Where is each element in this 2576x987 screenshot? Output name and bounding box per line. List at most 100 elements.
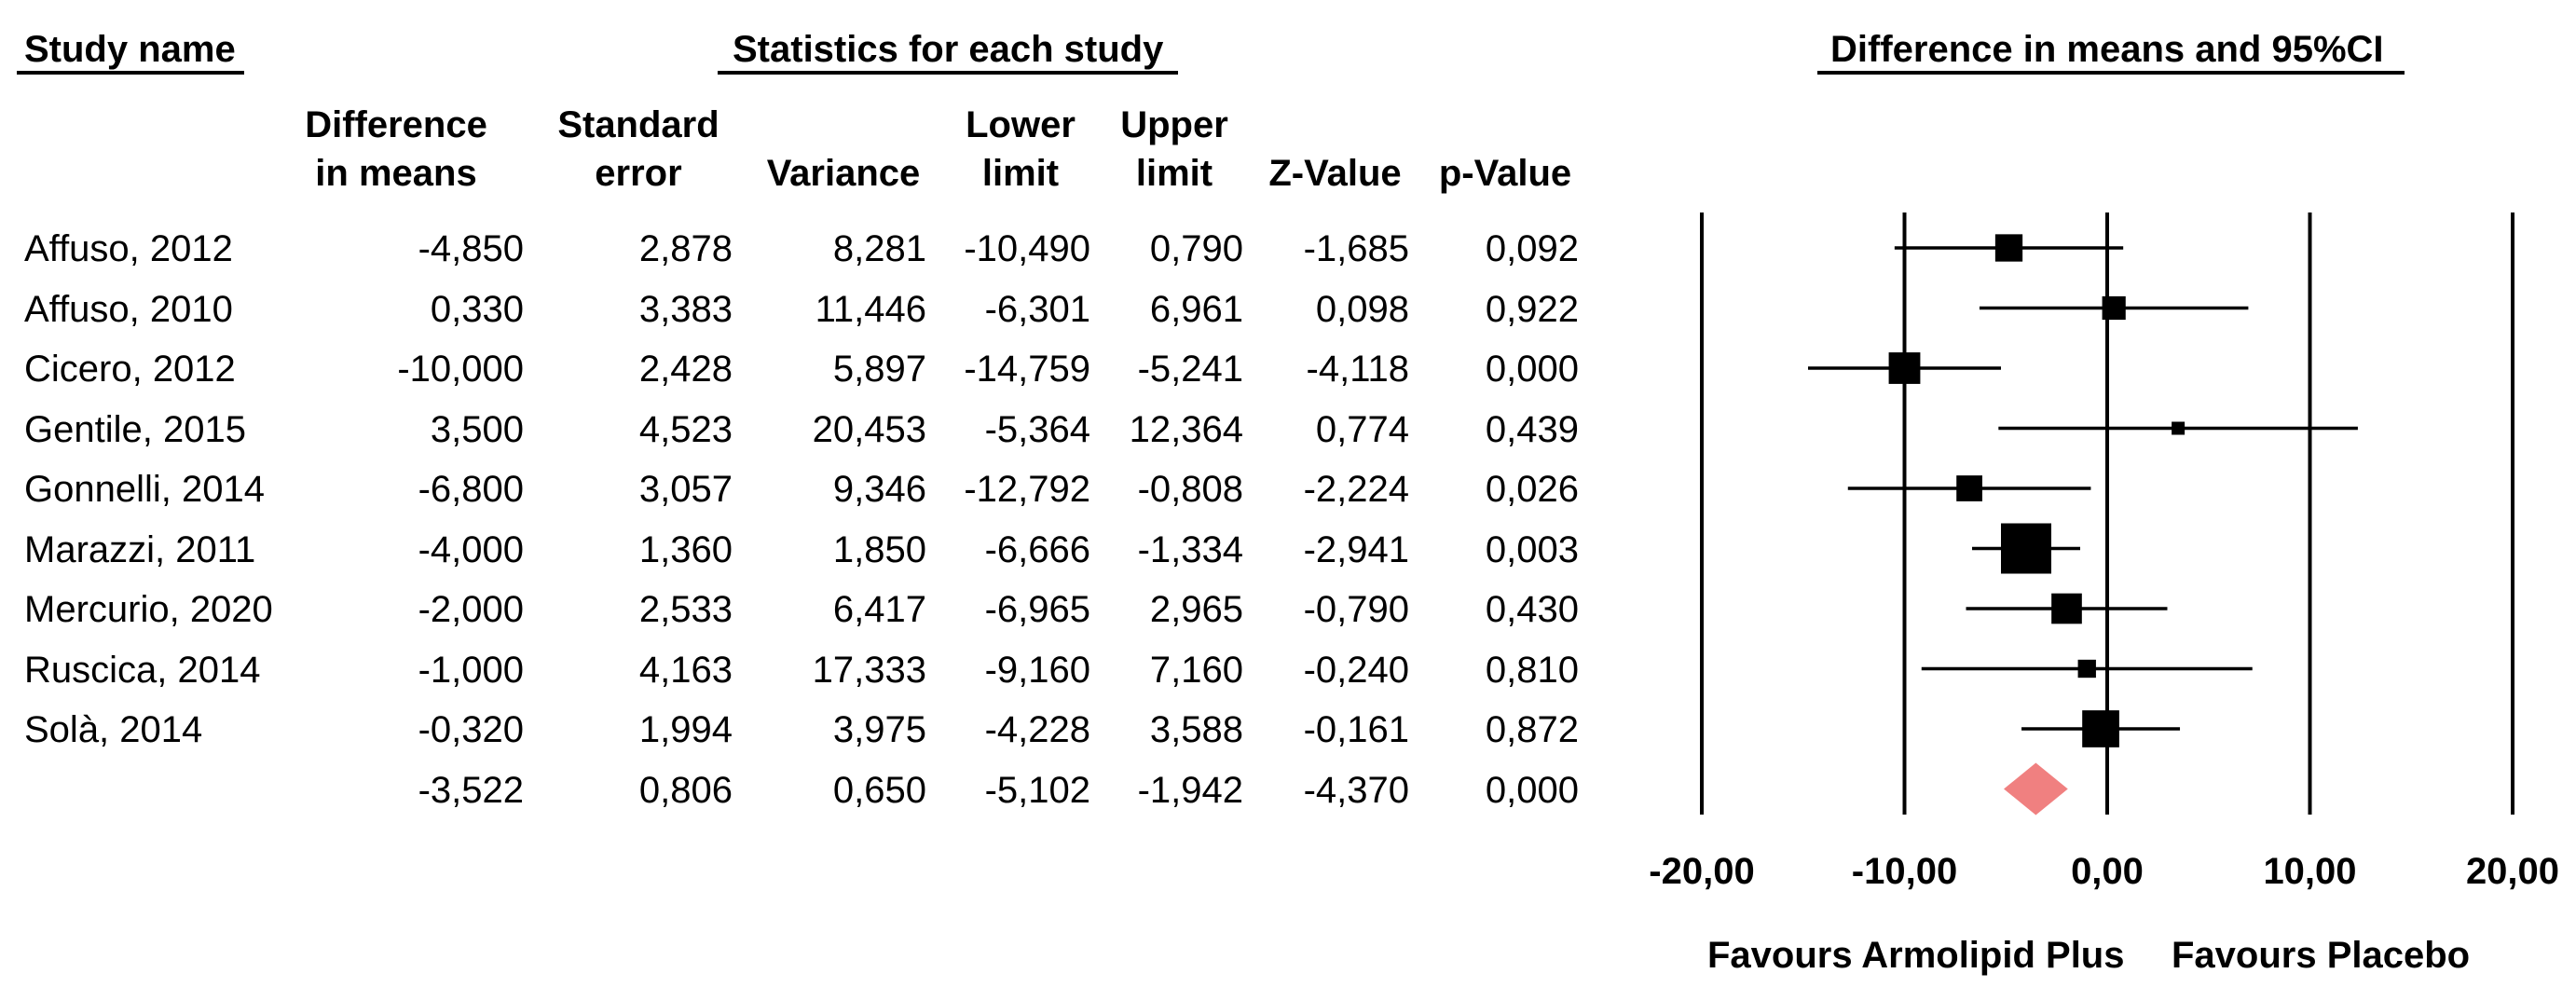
study-name-header: Study name xyxy=(24,29,236,70)
cell-z-value: -0,161 xyxy=(1303,709,1409,750)
favours-right-label: Favours Placebo xyxy=(2172,935,2471,976)
cell-diff: -0,320 xyxy=(418,709,524,750)
cell-variance: 3,975 xyxy=(832,709,926,750)
point-marker xyxy=(2001,523,2051,574)
cell-standard-error: 2,878 xyxy=(638,228,733,269)
cell-lower-limit: -10,490 xyxy=(964,228,1090,269)
point-marker xyxy=(1956,475,1982,501)
cell-upper-limit: 12,364 xyxy=(1129,408,1243,450)
column-header-p-value: p-Value xyxy=(1438,153,1572,194)
cell-p-value: 0,000 xyxy=(1485,769,1579,811)
cell-lower-limit: -9,160 xyxy=(984,649,1090,691)
cell-z-value: 0,098 xyxy=(1315,288,1409,330)
cell-variance: 17,333 xyxy=(812,649,926,691)
cell-variance: 9,346 xyxy=(832,469,926,510)
point-marker xyxy=(2172,421,2185,435)
column-header-z-value: Z-Value xyxy=(1268,153,1402,194)
point-marker xyxy=(2082,710,2119,747)
cell-p-value: 0,003 xyxy=(1485,528,1579,570)
cell-diff: -2,000 xyxy=(418,589,524,630)
study-name: Gonnelli, 2014 xyxy=(24,469,265,510)
study-name: Affuso, 2010 xyxy=(24,288,233,330)
cell-lower-limit: -14,759 xyxy=(964,349,1090,390)
cell-standard-error: 2,533 xyxy=(638,589,733,630)
cell-lower-limit: -12,792 xyxy=(964,469,1090,510)
cell-p-value: 0,000 xyxy=(1485,349,1579,390)
forest-plot-underline xyxy=(1817,71,2405,75)
cell-p-value: 0,430 xyxy=(1485,589,1579,630)
cell-lower-limit: -6,965 xyxy=(984,589,1090,630)
cell-standard-error: 3,383 xyxy=(638,288,733,330)
cell-standard-error: 1,994 xyxy=(638,709,733,750)
cell-p-value: 0,872 xyxy=(1485,709,1579,750)
cell-z-value: -4,118 xyxy=(1306,349,1409,390)
x-tick-label: 20,00 xyxy=(2466,851,2559,892)
cell-upper-limit: 6,961 xyxy=(1149,288,1243,330)
statistics-underline xyxy=(718,71,1178,75)
cell-upper-limit: 2,965 xyxy=(1149,589,1243,630)
cell-z-value: 0,774 xyxy=(1315,408,1409,450)
cell-variance: 6,417 xyxy=(832,589,926,630)
cell-upper-limit: -1,334 xyxy=(1137,528,1243,570)
study-name: Cicero, 2012 xyxy=(24,349,236,390)
cell-standard-error: 3,057 xyxy=(638,469,733,510)
column-header-upper-limit: Upper limit xyxy=(1120,104,1228,194)
cell-diff: 3,500 xyxy=(430,408,524,450)
cell-lower-limit: -5,364 xyxy=(984,408,1090,450)
cell-p-value: 0,092 xyxy=(1485,228,1579,269)
cell-lower-limit: -4,228 xyxy=(984,709,1090,750)
point-marker xyxy=(2051,593,2082,624)
forest-plot-header: Difference in means and 95%CI xyxy=(1830,29,2384,70)
point-marker xyxy=(1888,352,1921,384)
cell-z-value: -4,370 xyxy=(1303,769,1409,811)
cell-standard-error: 1,360 xyxy=(638,528,733,570)
study-name: Solà, 2014 xyxy=(24,709,203,750)
column-header-standard-error: Standard error xyxy=(557,104,719,194)
point-marker xyxy=(1994,234,2023,262)
column-header-lower-limit: Lower limit xyxy=(966,104,1076,194)
x-tick-label: -10,00 xyxy=(1852,851,1957,892)
cell-diff: -1,000 xyxy=(418,649,524,691)
cell-z-value: -0,790 xyxy=(1303,589,1409,630)
cell-z-value: -1,685 xyxy=(1303,228,1409,269)
cell-p-value: 0,026 xyxy=(1485,469,1579,510)
cell-diff: -4,850 xyxy=(418,228,524,269)
cell-z-value: -0,240 xyxy=(1303,649,1409,691)
point-marker xyxy=(2077,659,2096,679)
cell-p-value: 0,810 xyxy=(1485,649,1579,691)
cell-variance: 11,446 xyxy=(815,288,926,330)
cell-lower-limit: -6,666 xyxy=(984,528,1090,570)
cell-diff: -6,800 xyxy=(418,469,524,510)
study-name: Affuso, 2012 xyxy=(24,228,233,269)
column-header-difference: Difference in means xyxy=(305,104,487,194)
x-tick-label: 10,00 xyxy=(2263,851,2356,892)
cell-upper-limit: -1,942 xyxy=(1137,769,1243,811)
cell-upper-limit: 3,588 xyxy=(1149,709,1243,750)
cell-lower-limit: -5,102 xyxy=(984,769,1090,811)
cell-p-value: 0,922 xyxy=(1485,288,1579,330)
cell-standard-error: 0,806 xyxy=(638,769,733,811)
summary-diamond xyxy=(2004,762,2068,816)
cell-variance: 20,453 xyxy=(812,408,926,450)
cell-standard-error: 4,163 xyxy=(638,649,733,691)
cell-p-value: 0,439 xyxy=(1485,408,1579,450)
cell-lower-limit: -6,301 xyxy=(984,288,1090,330)
cell-standard-error: 4,523 xyxy=(638,408,733,450)
cell-diff: -10,000 xyxy=(397,349,524,390)
study-name: Ruscica, 2014 xyxy=(24,649,261,691)
favours-left-label: Favours Armolipid Plus xyxy=(1707,935,2125,976)
cell-diff: 0,330 xyxy=(430,288,524,330)
study-name-underline xyxy=(17,71,244,75)
x-tick-label: -20,00 xyxy=(1649,851,1754,892)
column-header-variance: Variance xyxy=(766,153,921,194)
cell-variance: 5,897 xyxy=(832,349,926,390)
cell-variance: 0,650 xyxy=(832,769,926,811)
cell-upper-limit: -0,808 xyxy=(1137,469,1243,510)
study-name: Marazzi, 2011 xyxy=(24,528,256,570)
cell-upper-limit: -5,241 xyxy=(1137,349,1243,390)
cell-upper-limit: 0,790 xyxy=(1149,228,1243,269)
cell-variance: 1,850 xyxy=(832,528,926,570)
study-name: Gentile, 2015 xyxy=(24,408,246,450)
cell-standard-error: 2,428 xyxy=(638,349,733,390)
point-marker xyxy=(2102,295,2126,321)
